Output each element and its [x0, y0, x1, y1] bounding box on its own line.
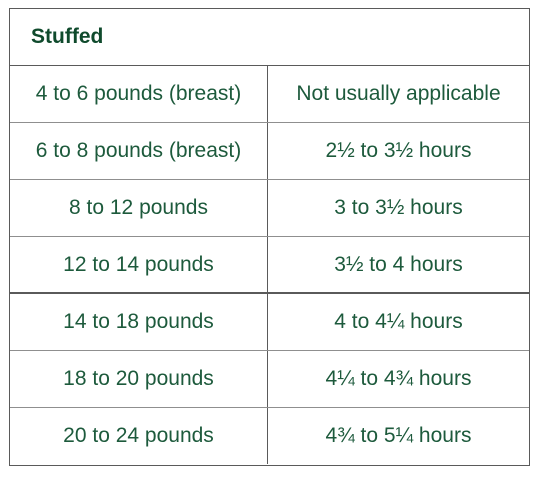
cooking-time-table: Stuffed 4 to 6 pounds (breast) Not usual… — [9, 8, 530, 466]
weight-cell: 14 to 18 pounds — [10, 294, 268, 350]
table-row: 6 to 8 pounds (breast) 2½ to 3½ hours — [10, 123, 529, 180]
weight-cell: 18 to 20 pounds — [10, 351, 268, 407]
time-cell: 4¼ to 4¾ hours — [325, 367, 472, 390]
time-cell: 3½ to 4 hours — [334, 252, 463, 276]
time-cell: 3 to 3½ hours — [334, 196, 463, 219]
weight-cell: 8 to 12 pounds — [10, 180, 268, 236]
table-row: 4 to 6 pounds (breast) Not usually appli… — [10, 66, 529, 123]
table-row: 8 to 12 pounds 3 to 3½ hours — [10, 180, 529, 237]
time-cell: Not usually applicable — [296, 82, 501, 105]
time-cell: 4 to 4¼ hours — [334, 310, 463, 333]
table-row: 12 to 14 pounds 3½ to 4 hours — [10, 237, 529, 294]
table-row: 14 to 18 pounds 4 to 4¼ hours — [10, 294, 529, 351]
weight-cell: 6 to 8 pounds (breast) — [10, 123, 268, 179]
table-row: 20 to 24 pounds 4¾ to 5¼ hours — [10, 408, 529, 464]
table-row: 18 to 20 pounds 4¼ to 4¾ hours — [10, 351, 529, 408]
weight-cell: 12 to 14 pounds — [10, 237, 268, 292]
table-title: Stuffed — [10, 9, 529, 66]
weight-cell: 20 to 24 pounds — [10, 408, 268, 464]
weight-cell: 4 to 6 pounds (breast) — [10, 66, 268, 122]
time-cell: 2½ to 3½ hours — [325, 139, 472, 162]
time-cell: 4¾ to 5¼ hours — [325, 424, 472, 447]
table-body: 4 to 6 pounds (breast) Not usually appli… — [10, 66, 529, 464]
